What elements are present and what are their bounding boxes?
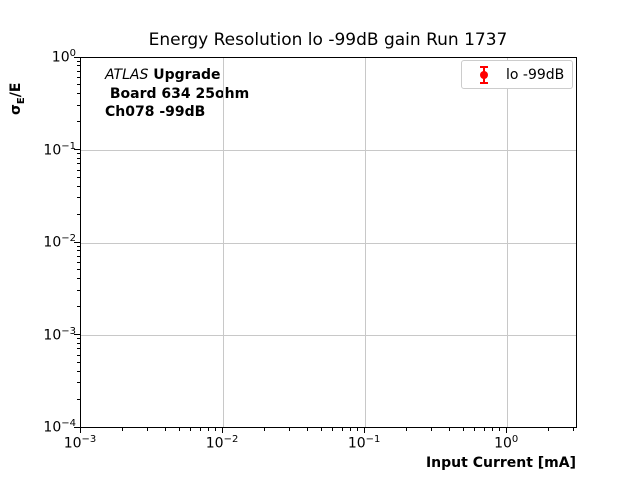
x-major-tick [79, 428, 81, 433]
x-tick-label: 10−1 [347, 434, 381, 452]
annotation-upgrade: Upgrade [148, 67, 221, 83]
x-minor-tick [357, 428, 359, 431]
y-axis-label-subscript: E [15, 97, 27, 105]
x-minor-tick [215, 428, 217, 431]
x-minor-tick [431, 428, 433, 431]
x-minor-tick [406, 428, 408, 431]
y-minor-tick [77, 84, 80, 86]
y-major-tick [74, 149, 80, 150]
y-minor-tick [77, 382, 80, 384]
y-minor-tick [77, 60, 80, 62]
plot-area: ATLAS Upgrade Board 634 25ohm Ch078 -99d… [80, 57, 577, 428]
chart-title: Energy Resolution lo -99dB gain Run 1737 [148, 30, 508, 50]
x-minor-tick [190, 428, 192, 431]
x-minor-tick [483, 428, 485, 431]
y-tick-label: 10−4 [43, 418, 76, 436]
x-minor-tick [341, 428, 343, 431]
y-minor-tick [77, 163, 80, 165]
annotation-line-2: Board 634 25ohm [105, 85, 250, 102]
x-tick-label: 10−3 [63, 434, 97, 452]
errorbar-marker-icon [477, 65, 491, 85]
y-gridline [81, 335, 576, 336]
x-minor-tick [122, 428, 124, 431]
x-minor-tick [207, 428, 209, 431]
y-axis-label: σE/E [8, 53, 28, 115]
x-minor-tick [491, 428, 493, 431]
y-minor-tick [77, 354, 80, 356]
y-minor-tick [77, 338, 80, 340]
y-minor-tick [77, 185, 80, 187]
y-minor-tick [77, 153, 80, 155]
y-minor-tick [77, 77, 80, 79]
y-minor-tick [77, 104, 80, 106]
x-minor-tick [462, 428, 464, 431]
y-minor-tick [77, 245, 80, 247]
y-minor-tick [77, 197, 80, 199]
x-minor-tick [147, 428, 149, 431]
y-minor-tick [77, 278, 80, 280]
y-minor-tick [77, 70, 80, 72]
x-minor-tick [178, 428, 180, 431]
errorbar-cap-top [480, 66, 488, 68]
x-minor-tick [573, 428, 575, 431]
y-minor-tick [77, 93, 80, 95]
y-tick-label: 10−3 [43, 325, 76, 344]
x-minor-tick [474, 428, 476, 431]
annotation-atlas: ATLAS [105, 67, 149, 83]
y-tick-label: 10−2 [43, 233, 76, 251]
y-minor-tick [77, 255, 80, 257]
x-minor-tick [449, 428, 451, 431]
legend-label: lo -99dB [506, 66, 565, 83]
x-minor-tick [332, 428, 334, 431]
x-major-tick [363, 428, 365, 433]
annotation-line-1: ATLAS Upgrade [105, 66, 249, 85]
y-minor-tick [77, 176, 80, 178]
errorbar-dot [480, 71, 488, 79]
y-minor-tick [77, 262, 80, 264]
x-minor-tick [199, 428, 201, 431]
y-minor-tick [77, 342, 80, 344]
x-minor-tick [165, 428, 167, 431]
y-minor-tick [77, 157, 80, 159]
x-minor-tick [307, 428, 309, 431]
x-minor-tick [264, 428, 266, 431]
legend: lo -99dB [461, 60, 573, 89]
y-gridline [81, 242, 576, 244]
y-gridline [81, 150, 576, 151]
y-minor-tick [77, 250, 80, 252]
y-major-tick [74, 241, 80, 243]
y-tick-label: 100 [51, 48, 76, 66]
y-tick-label: 10−1 [43, 140, 76, 159]
annotation-line-3: Ch078 -99dB [105, 104, 206, 120]
x-minor-tick [320, 428, 322, 431]
y-major-tick [74, 56, 80, 58]
y-minor-tick [77, 398, 80, 400]
y-minor-tick [77, 65, 80, 67]
errorbar-cap-bottom [480, 82, 488, 84]
x-tick-label: 10−2 [205, 434, 239, 452]
x-minor-tick [289, 428, 291, 431]
y-minor-tick [77, 269, 80, 271]
y-minor-tick [77, 289, 80, 291]
y-axis-label-sigma: σ [8, 104, 24, 115]
y-major-tick [74, 426, 80, 428]
y-minor-tick [77, 306, 80, 308]
y-major-tick [74, 334, 80, 335]
y-axis-label-rest: /E [8, 82, 24, 98]
y-minor-tick [77, 213, 80, 215]
x-axis-label: Input Current [mA] [425, 455, 576, 471]
x-tick-label: 100 [494, 434, 519, 452]
plot-annotation: ATLAS Upgrade Board 634 25ohm Ch078 -99d… [105, 66, 249, 122]
x-minor-tick [349, 428, 351, 431]
y-minor-tick [77, 121, 80, 123]
x-major-tick [221, 428, 223, 433]
x-minor-tick [499, 428, 501, 431]
y-minor-tick [77, 361, 80, 363]
x-major-tick [505, 428, 507, 433]
y-minor-tick [77, 370, 80, 372]
y-minor-tick [77, 348, 80, 350]
y-minor-tick [77, 169, 80, 171]
x-minor-tick [548, 428, 550, 431]
